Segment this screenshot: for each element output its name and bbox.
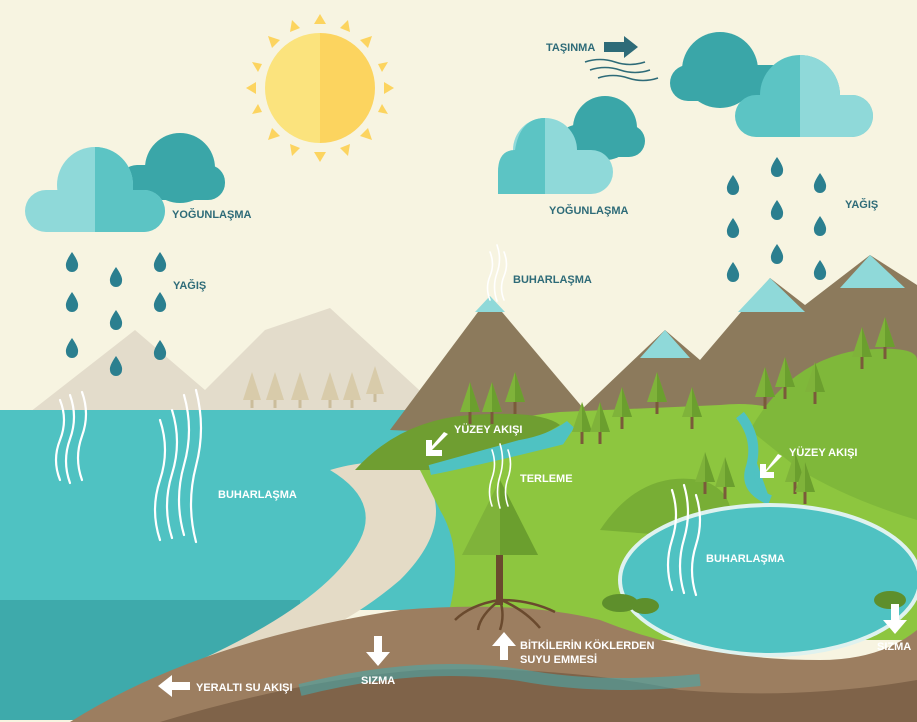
water-cycle-diagram: TAŞINMA YOĞUNLAŞMA YOĞUNLAŞMA YAĞIŞ YAĞI… (0, 0, 917, 722)
label: YÜZEY AKIŞI (789, 446, 857, 459)
label: BUHARLAŞMA (513, 274, 592, 286)
label: YERALTI SU AKIŞI (196, 682, 293, 694)
label: SIZMA (361, 675, 395, 687)
label: BUHARLAŞMA (218, 489, 297, 501)
label: YOĞUNLAŞMA (549, 204, 629, 217)
label: YÜZEY AKIŞI (454, 423, 522, 436)
label: SUYU EMMESİ (520, 653, 597, 666)
sun (246, 14, 394, 162)
label: SIZMA (877, 641, 911, 653)
label: BUHARLAŞMA (706, 553, 785, 565)
label: TERLEME (520, 473, 573, 485)
label: YAĞIŞ (845, 198, 878, 211)
label: BİTKİLERİN KÖKLERDEN (520, 639, 655, 652)
label: TAŞINMA (546, 42, 595, 54)
lake (620, 505, 917, 655)
label: YAĞIŞ (173, 279, 206, 292)
label: YOĞUNLAŞMA (172, 208, 252, 221)
